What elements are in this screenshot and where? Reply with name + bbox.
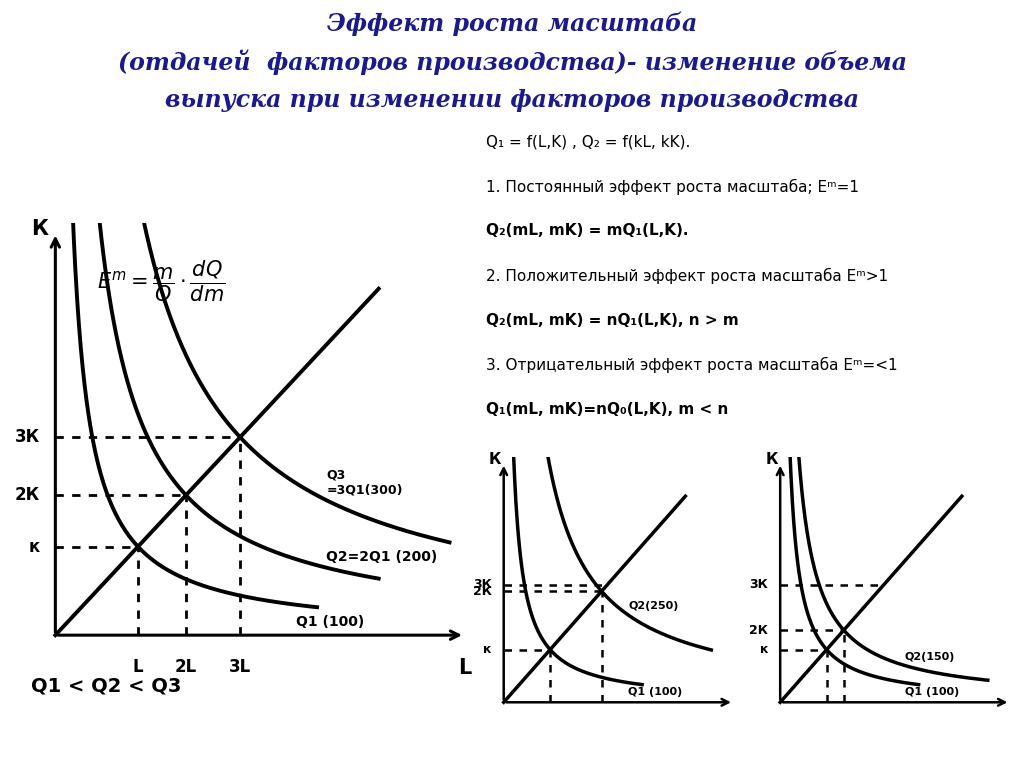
Text: 3К: 3К (14, 429, 40, 446)
Text: выпуска при изменении факторов производства: выпуска при изменении факторов производс… (165, 88, 859, 112)
Text: к: к (29, 538, 40, 555)
Text: Q1 < Q2 < Q3: Q1 < Q2 < Q3 (31, 676, 181, 695)
Text: 2К: 2К (473, 584, 492, 598)
Text: Q₂(mL, mK) = nQ₁(L,K), n > m: Q₂(mL, mK) = nQ₁(L,K), n > m (486, 313, 739, 328)
Text: Q₁ = f(L,K) , Q₂ = f(kL, kK).: Q₁ = f(L,K) , Q₂ = f(kL, kK). (486, 134, 691, 150)
Text: 2К: 2К (750, 624, 768, 637)
Text: Эффект роста масштаба: Эффект роста масштаба (327, 12, 697, 36)
Text: к: к (760, 643, 768, 656)
Text: Q₁(mL, mK)=nQ₀(L,K), m < n: Q₁(mL, mK)=nQ₀(L,K), m < n (486, 402, 729, 417)
Text: Q2(250): Q2(250) (629, 601, 679, 611)
Text: К: К (32, 219, 48, 239)
Text: Q1 (100): Q1 (100) (905, 687, 959, 697)
Text: L: L (459, 658, 471, 678)
Text: (отдачей  факторов производства)- изменение объема: (отдачей факторов производства)- изменен… (118, 50, 906, 75)
Text: 3К: 3К (473, 578, 492, 591)
Text: 1. Постоянный эффект роста масштаба; Eᵐ=1: 1. Постоянный эффект роста масштаба; Eᵐ=… (486, 179, 859, 195)
Text: 3L: 3L (229, 658, 251, 677)
Text: Q3
=3Q1(300): Q3 =3Q1(300) (327, 469, 402, 497)
Text: Q1 (100): Q1 (100) (629, 687, 683, 697)
Text: 3. Отрицательный эффект роста масштаба Eᵐ=<1: 3. Отрицательный эффект роста масштаба E… (486, 357, 898, 373)
Text: 2L: 2L (175, 658, 197, 677)
Text: к: к (483, 643, 492, 656)
Text: L: L (133, 658, 143, 677)
Text: Q1 (100): Q1 (100) (296, 614, 364, 628)
Text: Q₂(mL, mK) = mQ₁(L,K).: Q₂(mL, mK) = mQ₁(L,K). (486, 223, 689, 239)
Text: 3К: 3К (750, 578, 768, 591)
Text: 2. Положительный эффект роста масштаба Eᵐ>1: 2. Положительный эффект роста масштаба E… (486, 268, 889, 284)
Text: 2К: 2К (14, 486, 40, 504)
Text: $E^m = \dfrac{m}{Q} \cdot \dfrac{dQ}{dm}$: $E^m = \dfrac{m}{Q} \cdot \dfrac{dQ}{dm}… (96, 258, 225, 306)
Text: Q2(150): Q2(150) (905, 651, 955, 661)
Text: К: К (765, 452, 778, 467)
Text: Q2=2Q1 (200): Q2=2Q1 (200) (327, 551, 437, 564)
Text: К: К (488, 452, 502, 467)
